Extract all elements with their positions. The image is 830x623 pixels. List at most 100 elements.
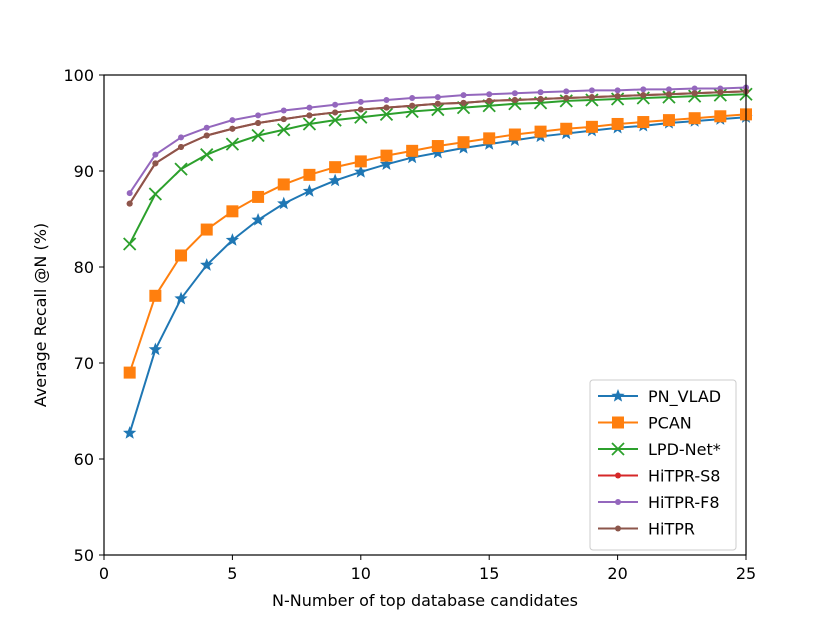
data-point-hitpr-f8 [152,151,159,158]
x-tick-label: 5 [227,564,237,583]
x-tick-label: 0 [99,564,109,583]
data-point-hitpr [460,99,467,106]
legend-marker [615,472,621,479]
data-point-pcan [688,112,701,125]
data-point-hitpr [717,89,724,96]
legend-item-pcan: PCAN [598,414,692,433]
y-tick-label: 100 [63,66,94,85]
data-point-pcan [226,205,239,218]
data-point-hitpr [537,96,544,102]
data-point-hitpr-f8 [563,88,570,95]
data-point-hitpr [229,125,236,132]
data-point-hitpr-f8 [126,190,133,197]
data-point-hitpr-f8 [640,86,647,93]
legend-label: PN_VLAD [648,387,721,407]
plot-frame [103,74,747,556]
legend-item-lpd-net: LPD-Net* [598,440,721,459]
y-tick-label: 90 [74,162,94,181]
data-point-pn-vlad [200,258,214,271]
data-point-hitpr [486,97,493,104]
data-point-pn-vlad [379,157,394,170]
data-point-hitpr-f8 [665,86,672,93]
data-point-hitpr [306,112,313,119]
data-point-pcan [380,149,393,162]
data-point-hitpr-f8 [357,98,364,105]
data-point-lpd-net [174,162,188,176]
data-point-pn-vlad [225,233,240,246]
data-point-pcan [508,128,521,141]
data-point-hitpr [511,96,518,103]
data-point-hitpr-f8 [306,104,313,111]
data-point-hitpr-f8 [409,95,416,102]
data-point-hitpr-f8 [460,92,467,99]
data-point-pcan [431,140,444,153]
data-point-lpd-net [405,104,419,119]
data-point-hitpr [614,93,621,100]
data-point-pcan [457,136,470,149]
data-point-hitpr-f8 [383,96,390,103]
data-point-lpd-net [225,137,240,151]
legend-item-hitpr: HiTPR [598,520,695,539]
data-point-pcan [534,125,547,138]
x-axis-label: N-Number of top database candidates [272,591,578,610]
y-tick-label: 80 [74,258,94,277]
data-point-pcan [329,161,342,174]
data-point-pn-vlad [251,212,265,226]
data-point-pcan [175,249,188,262]
data-point-hitpr [332,109,339,116]
y-tick-label: 70 [74,354,94,373]
data-point-pn-vlad [405,150,419,164]
x-tick-label: 15 [479,564,499,583]
data-point-hitpr [357,106,364,113]
data-point-pcan [303,168,316,181]
x-tick-label: 10 [351,564,371,583]
legend-marker [611,389,625,402]
data-point-hitpr-f8 [486,91,493,98]
data-point-pcan [585,120,598,133]
data-point-lpd-net [148,187,162,201]
data-point-hitpr [588,94,595,101]
data-point-hitpr [178,144,185,150]
data-point-hitpr-f8 [537,89,544,96]
data-point-pcan [149,289,162,302]
data-point-hitpr [383,104,390,111]
legend-marker [615,525,621,532]
legend-marker [612,416,624,429]
legend-label: HiTPR [648,520,695,539]
data-point-hitpr [563,95,570,102]
data-point-pn-vlad [123,426,137,439]
data-point-hitpr-f8 [332,101,339,108]
data-point-hitpr [203,132,210,139]
data-point-hitpr [665,91,672,98]
data-point-lpd-net [379,107,394,121]
legend-item-hitpr-s8: HiTPR-S8 [598,467,720,486]
x-tick-label: 20 [607,564,627,583]
series-hitpr [126,88,749,207]
axes-layer: 0 5 10 15 20 25 50 60 70 80 90 100 [63,66,756,583]
data-point-hitpr-f8 [178,134,185,141]
data-point-pn-vlad [277,196,291,210]
data-point-hitpr [152,160,159,167]
data-point-lpd-net [302,117,317,131]
legend-item-pn-vlad: PN_VLAD [598,387,721,407]
x-tick-label: 25 [736,564,756,583]
legend-label: HiTPR-F8 [648,493,720,512]
data-point-lpd-net [123,237,137,251]
y-tick-label: 50 [74,546,94,565]
data-point-hitpr-f8 [229,117,236,124]
data-point-hitpr-f8 [203,124,210,131]
data-point-hitpr [409,102,416,109]
data-point-pcan [560,122,573,135]
data-point-pn-vlad [302,184,317,197]
data-point-lpd-net [251,128,265,143]
y-tick-label: 60 [74,450,94,469]
data-point-lpd-net [277,123,291,137]
data-point-hitpr [255,120,262,126]
y-axis-label: Average Recall @N (%) [31,223,50,407]
data-point-pn-vlad [174,291,188,305]
data-point-hitpr-f8 [280,107,287,114]
data-point-lpd-net [200,148,214,162]
data-point-pcan [714,110,727,123]
data-point-hitpr [691,90,698,97]
